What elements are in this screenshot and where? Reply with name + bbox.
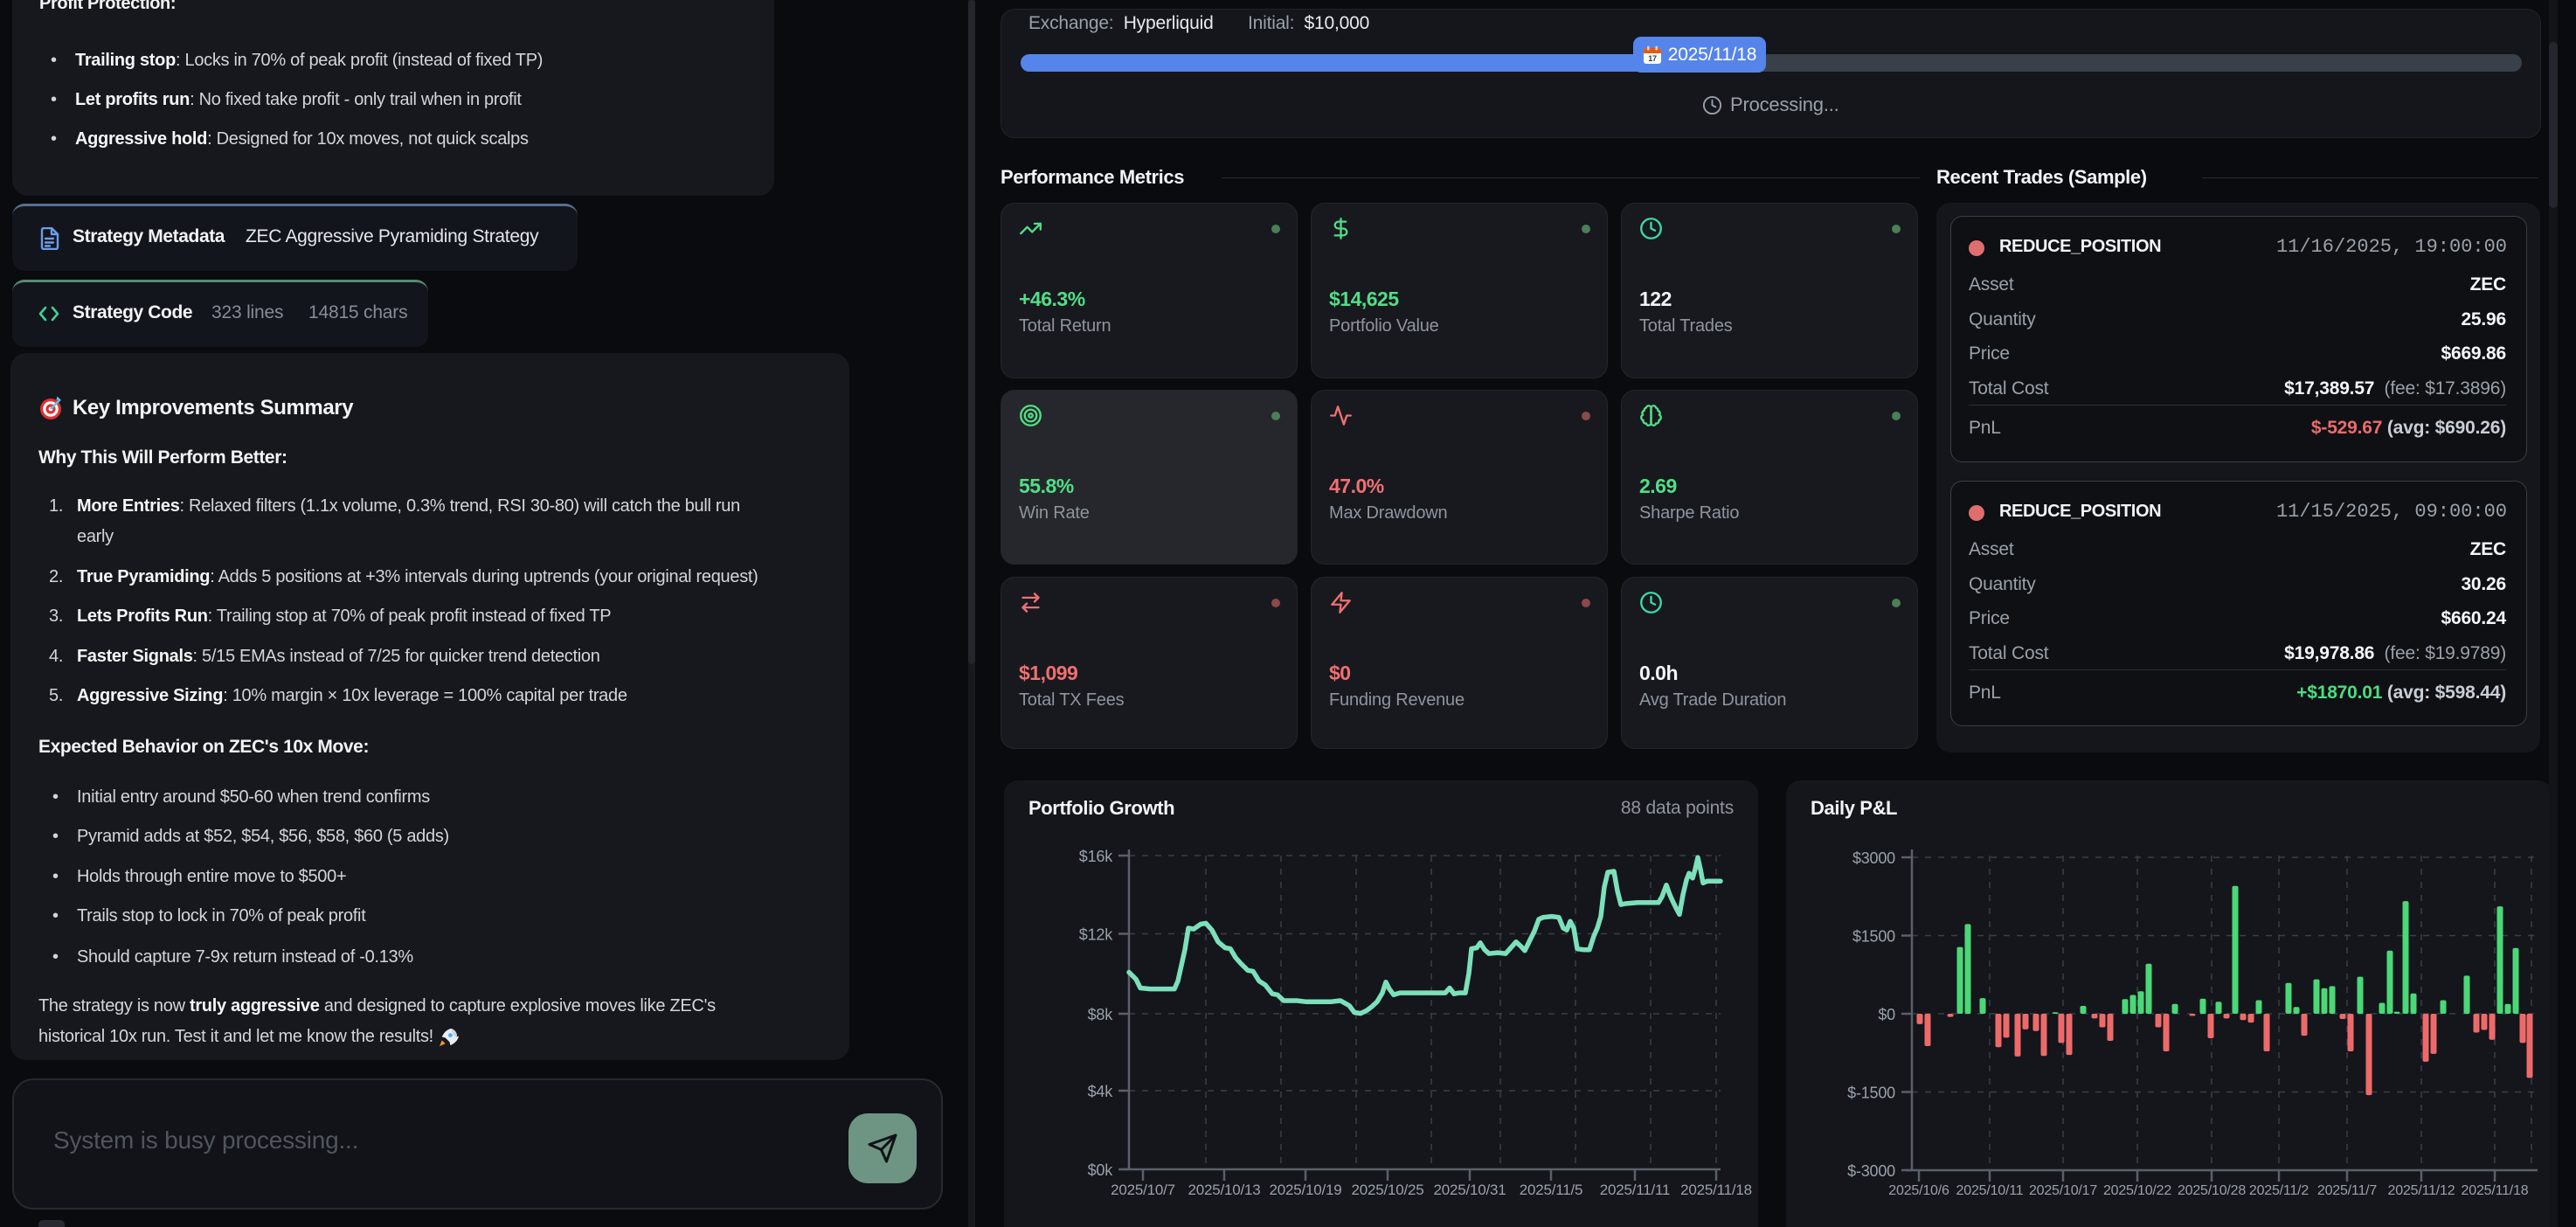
svg-text:2025/10/28: 2025/10/28	[2178, 1183, 2246, 1198]
svg-text:2025/11/12: 2025/11/12	[2388, 1183, 2455, 1198]
svg-text:2025/11/11: 2025/11/11	[1600, 1182, 1671, 1198]
svg-text:2025/11/18: 2025/11/18	[1680, 1182, 1752, 1198]
svg-text:2025/10/22: 2025/10/22	[2103, 1183, 2171, 1198]
svg-text:$-1500: $-1500	[1847, 1085, 1895, 1102]
svg-text:$0k: $0k	[1088, 1161, 1114, 1179]
svg-text:2025/10/19: 2025/10/19	[1269, 1182, 1341, 1198]
svg-text:2025/10/25: 2025/10/25	[1351, 1182, 1423, 1198]
svg-text:2025/10/17: 2025/10/17	[2029, 1183, 2097, 1198]
svg-text:$1500: $1500	[1852, 928, 1895, 946]
svg-text:17: 17	[1648, 54, 1657, 63]
svg-text:2025/11/18: 2025/11/18	[2462, 1183, 2529, 1198]
svg-text:2025/10/13: 2025/10/13	[1188, 1182, 1260, 1198]
svg-text:2025/10/31: 2025/10/31	[1433, 1182, 1506, 1198]
svg-text:2025/11/7: 2025/11/7	[2317, 1183, 2377, 1198]
svg-text:2025/11/5: 2025/11/5	[1520, 1182, 1583, 1198]
svg-text:2025/11/2: 2025/11/2	[2249, 1183, 2309, 1198]
svg-text:$8k: $8k	[1088, 1006, 1114, 1023]
svg-text:$12k: $12k	[1079, 926, 1113, 944]
svg-text:$16k: $16k	[1079, 848, 1113, 865]
svg-text:$3000: $3000	[1852, 849, 1895, 867]
svg-text:$0: $0	[1878, 1006, 1895, 1023]
svg-text:2025/10/7: 2025/10/7	[1111, 1182, 1175, 1198]
svg-text:$-3000: $-3000	[1847, 1162, 1895, 1180]
svg-text:2025/10/11: 2025/10/11	[1956, 1183, 2024, 1198]
svg-text:$4k: $4k	[1088, 1083, 1114, 1100]
svg-text:2025/10/6: 2025/10/6	[1888, 1183, 1949, 1198]
